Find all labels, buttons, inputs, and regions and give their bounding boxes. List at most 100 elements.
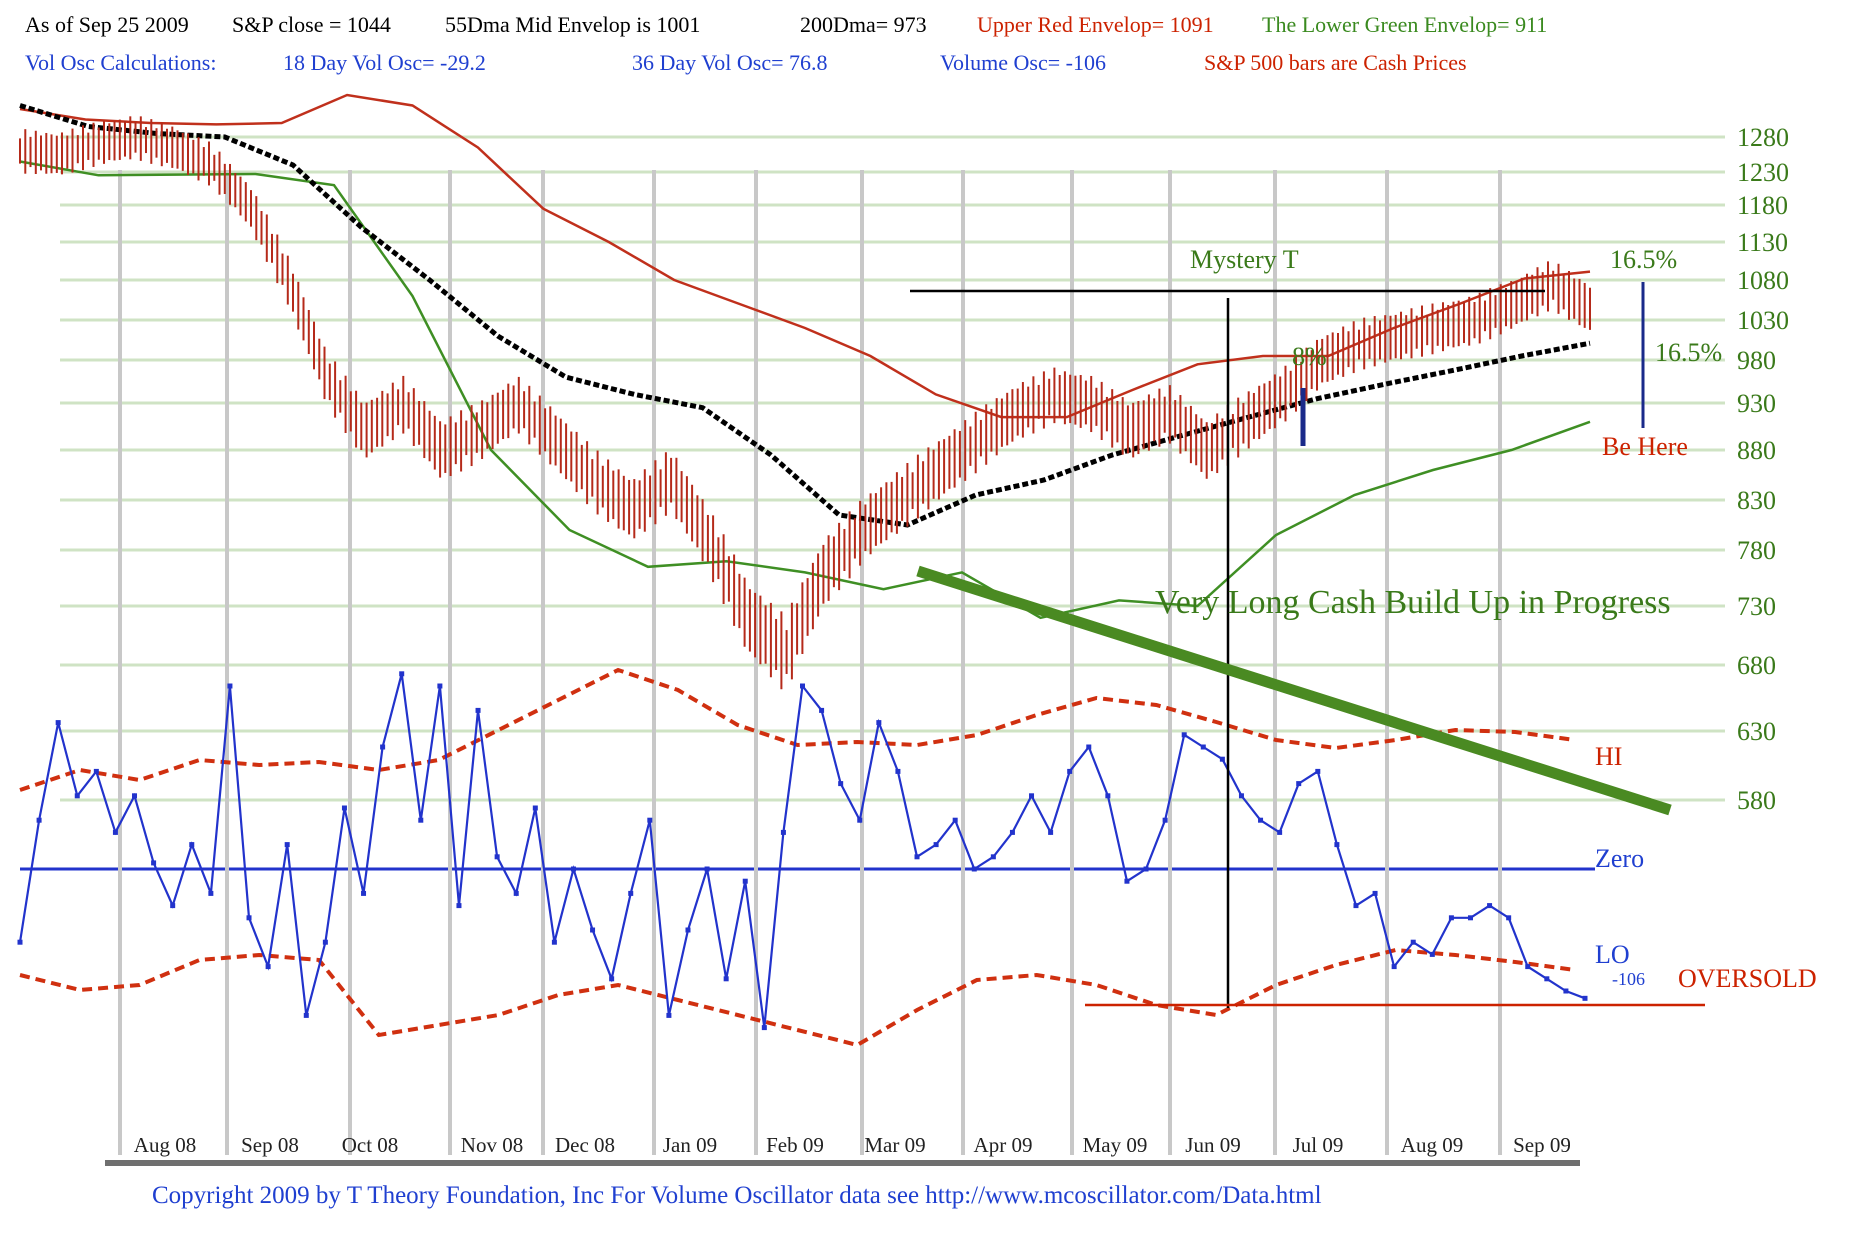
oscillator-point xyxy=(666,1012,672,1018)
oscillator-point xyxy=(1334,842,1340,848)
price-axis-ticks: 1280 1230 1180 1130 1080 1030 980 930 880 830 780 7… xyxy=(1737,123,1789,815)
oscillator-point xyxy=(1009,829,1015,835)
price-tick-label: 780 xyxy=(1737,536,1776,565)
oscillator-point xyxy=(1200,744,1206,750)
lo-value-label: -106 xyxy=(1612,969,1645,989)
price-tick-label: 830 xyxy=(1737,486,1776,515)
oscillator-point xyxy=(570,866,576,872)
oscillator-point xyxy=(819,707,825,713)
oscillator-point xyxy=(189,842,195,848)
oscillator-point xyxy=(1372,890,1378,896)
month-axis-labels: Aug 08 Sep 08 Oct 08 Nov 08 Dec 08 Jan 09 Feb … xyxy=(105,1133,1580,1166)
oscillator-point xyxy=(1506,915,1512,921)
month-tick-label: Jun 09 xyxy=(1185,1133,1240,1157)
oscillator-point xyxy=(208,890,214,896)
price-tick-label: 1030 xyxy=(1737,306,1789,335)
chart-series xyxy=(17,93,1591,1048)
month-tick-label: Sep 08 xyxy=(241,1133,299,1157)
oscillator-point xyxy=(1410,939,1416,945)
oscillator-point xyxy=(93,768,99,774)
month-tick-label: Aug 08 xyxy=(134,1133,196,1157)
mid-envelope-55dma xyxy=(19,103,1591,528)
header-item: Vol Osc Calculations: xyxy=(25,50,217,75)
price-tick-label: 1130 xyxy=(1737,228,1788,257)
oscillator-point xyxy=(952,817,958,823)
pct-8-label: 8% xyxy=(1292,342,1327,371)
oversold-label: OVERSOLD xyxy=(1678,964,1817,993)
month-tick-label: Sep 09 xyxy=(1513,1133,1571,1157)
month-tick-label: Feb 09 xyxy=(766,1133,824,1157)
oscillator-point xyxy=(1353,903,1359,909)
header-line-1: As of Sep 25 2009 S&P close = 1044 55Dma M… xyxy=(0,12,1875,44)
oscillator-point xyxy=(361,890,367,896)
oscillator-hi-band xyxy=(19,667,1576,792)
oscillator-point xyxy=(1429,951,1435,957)
header-item: 200Dma= 973 xyxy=(800,12,927,37)
oscillator-point xyxy=(780,829,786,835)
time-axis-baseline xyxy=(105,1160,1580,1166)
header-item: The Lower Green Envelop= 911 xyxy=(1262,12,1548,37)
oscillator-point xyxy=(838,781,844,787)
oscillator-point xyxy=(1124,878,1130,884)
oscillator-point xyxy=(284,842,290,848)
oscillator-point xyxy=(1467,915,1473,921)
oscillator-point xyxy=(265,964,271,970)
month-tick-label: Apr 09 xyxy=(974,1133,1033,1157)
oscillator-point xyxy=(1296,781,1302,787)
sp500-price-bars xyxy=(19,116,1591,690)
oscillator-point xyxy=(551,939,557,945)
oscillator-point xyxy=(1086,744,1092,750)
volume-oscillator-markers xyxy=(17,671,1588,1031)
oscillator-point xyxy=(628,890,634,896)
oscillator-point xyxy=(1048,829,1054,835)
oscillator-point xyxy=(532,805,538,811)
oscillator-point xyxy=(74,793,80,799)
oscillator-point xyxy=(1544,976,1550,982)
oscillator-point xyxy=(1563,988,1569,994)
header-item: Volume Osc= -106 xyxy=(940,50,1106,75)
oscillator-point xyxy=(647,817,653,823)
oscillator-point xyxy=(742,878,748,884)
price-tick-label: 1280 xyxy=(1737,123,1789,152)
price-tick-label: 630 xyxy=(1737,717,1776,746)
copyright-text: Copyright 2009 by T Theory Foundation, I… xyxy=(152,1182,1322,1209)
oscillator-point xyxy=(151,860,157,866)
lo-band-label: LO xyxy=(1595,940,1630,969)
price-tick-label: 980 xyxy=(1737,346,1776,375)
oscillator-point xyxy=(1181,732,1187,738)
cash-build-label: Very Long Cash Build Up in Progress xyxy=(1155,584,1671,621)
header-item: Upper Red Envelop= 1091 xyxy=(977,12,1214,37)
oscillator-point xyxy=(1238,793,1244,799)
price-tick-label: 880 xyxy=(1737,436,1776,465)
pct-top-label: 16.5% xyxy=(1610,245,1677,274)
hi-band-label: HI xyxy=(1595,742,1622,771)
pct-side-label: 16.5% xyxy=(1655,338,1722,367)
oscillator-point xyxy=(322,939,328,945)
oscillator-point xyxy=(895,768,901,774)
price-tick-label: 580 xyxy=(1737,786,1776,815)
oscillator-point xyxy=(704,866,710,872)
oscillator-point xyxy=(1029,793,1035,799)
header-item: 18 Day Vol Osc= -29.2 xyxy=(283,50,486,75)
chart-header: As of Sep 25 2009 S&P close = 1044 55Dma M… xyxy=(0,0,1875,80)
oscillator-point xyxy=(971,866,977,872)
oscillator-point xyxy=(609,976,615,982)
oscillator-point xyxy=(475,707,481,713)
oscillator-point xyxy=(1391,964,1397,970)
price-tick-label: 1080 xyxy=(1737,266,1789,295)
oscillator-point xyxy=(876,720,882,726)
oscillator-point xyxy=(132,793,138,799)
oscillator-point xyxy=(112,829,118,835)
oscillator-point xyxy=(246,915,252,921)
month-tick-label: May 09 xyxy=(1083,1133,1148,1157)
header-item: As of Sep 25 2009 xyxy=(25,12,189,37)
oscillator-point xyxy=(17,939,23,945)
oscillator-point xyxy=(933,842,939,848)
header-item: 36 Day Vol Osc= 76.8 xyxy=(632,50,828,75)
oscillator-point xyxy=(723,976,729,982)
month-tick-label: Aug 09 xyxy=(1401,1133,1463,1157)
oscillator-point xyxy=(1582,995,1588,1001)
oscillator-point xyxy=(36,817,42,823)
oscillator-point xyxy=(1105,793,1111,799)
